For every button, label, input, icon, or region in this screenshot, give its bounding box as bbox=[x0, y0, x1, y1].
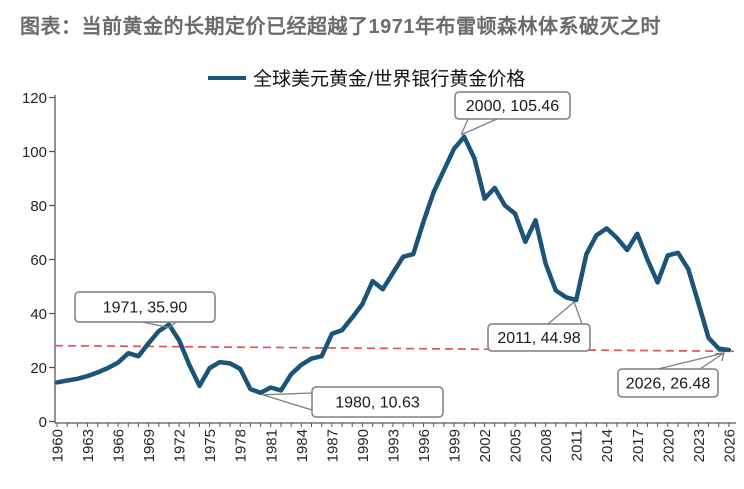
x-tick-label: 2002 bbox=[477, 429, 494, 462]
x-tick-label: 2014 bbox=[599, 429, 616, 462]
callout-leader bbox=[657, 352, 725, 370]
callout-label-1980: 1980, 10.63 bbox=[335, 395, 420, 412]
callout-leader bbox=[168, 321, 177, 329]
trendline-dashed bbox=[54, 344, 735, 353]
x-tick-label: 1990 bbox=[355, 429, 372, 462]
x-tick-label: 2023 bbox=[691, 429, 708, 462]
callout-label-2026: 2026, 26.48 bbox=[626, 376, 711, 393]
x-tick-label: 2026 bbox=[721, 429, 738, 462]
legend-label: 全球美元黄金/世界银行黄金价格 bbox=[253, 68, 526, 90]
x-tick-label: 1987 bbox=[324, 429, 341, 462]
legend-line-swatch bbox=[208, 75, 246, 80]
callout-label-2011: 2011, 44.98 bbox=[497, 330, 580, 347]
callout-box-1971 bbox=[74, 291, 216, 323]
x-tick-label: 1960 bbox=[50, 429, 67, 462]
callout-leader bbox=[262, 394, 313, 411]
x-tick-label: 1966 bbox=[111, 429, 128, 462]
y-tick-label: 40 bbox=[30, 306, 47, 323]
series-line bbox=[54, 134, 732, 396]
callout-leader bbox=[460, 118, 498, 136]
y-tick-label: 120 bbox=[22, 90, 47, 107]
x-tick-label: 1972 bbox=[172, 429, 189, 462]
callout-label-2000: 2000, 105.46 bbox=[466, 98, 560, 115]
x-tick-label: 2005 bbox=[508, 429, 525, 462]
callout-label-1971: 1971, 35.90 bbox=[103, 300, 188, 317]
x-tick-label: 2017 bbox=[630, 429, 647, 462]
y-tick-label: 0 bbox=[39, 414, 47, 431]
x-tick-label: 1975 bbox=[202, 429, 219, 462]
x-tick-label: 1999 bbox=[447, 429, 464, 462]
x-tick-label: 1963 bbox=[80, 429, 97, 462]
callout-box-2026 bbox=[617, 368, 719, 398]
callout-box-2011 bbox=[487, 323, 591, 352]
y-tick-label: 80 bbox=[30, 198, 47, 215]
x-tick-label: 2008 bbox=[538, 429, 555, 462]
chart-title: 图表：当前黄金的长期定价已经超越了1971年布雷顿森林体系破灭之时 bbox=[20, 16, 661, 38]
callout-leader bbox=[141, 321, 170, 329]
y-tick-label: 60 bbox=[30, 252, 47, 269]
callout-leader bbox=[699, 352, 725, 370]
callout-arrowhead bbox=[714, 352, 725, 362]
y-tick-label: 20 bbox=[30, 360, 47, 377]
x-tick-label: 1969 bbox=[141, 429, 158, 462]
x-tick-label: 1981 bbox=[263, 429, 280, 462]
callout-leader bbox=[262, 392, 313, 396]
x-tick-label: 1996 bbox=[416, 429, 433, 462]
callout-leader bbox=[460, 118, 469, 136]
callout-box-1980 bbox=[311, 386, 444, 418]
x-tick-label: 2011 bbox=[569, 429, 586, 461]
callout-box-2000 bbox=[454, 91, 571, 120]
callout-leader bbox=[547, 301, 575, 325]
legend: 全球美元黄金/世界银行黄金价格 bbox=[208, 64, 525, 91]
y-tick-label: 100 bbox=[22, 144, 47, 161]
callout-leader bbox=[573, 301, 583, 325]
x-tick-label: 1978 bbox=[233, 429, 250, 462]
x-tick-label: 1993 bbox=[385, 429, 402, 462]
x-tick-label: 2020 bbox=[660, 429, 677, 462]
x-tick-label: 1984 bbox=[294, 429, 311, 462]
